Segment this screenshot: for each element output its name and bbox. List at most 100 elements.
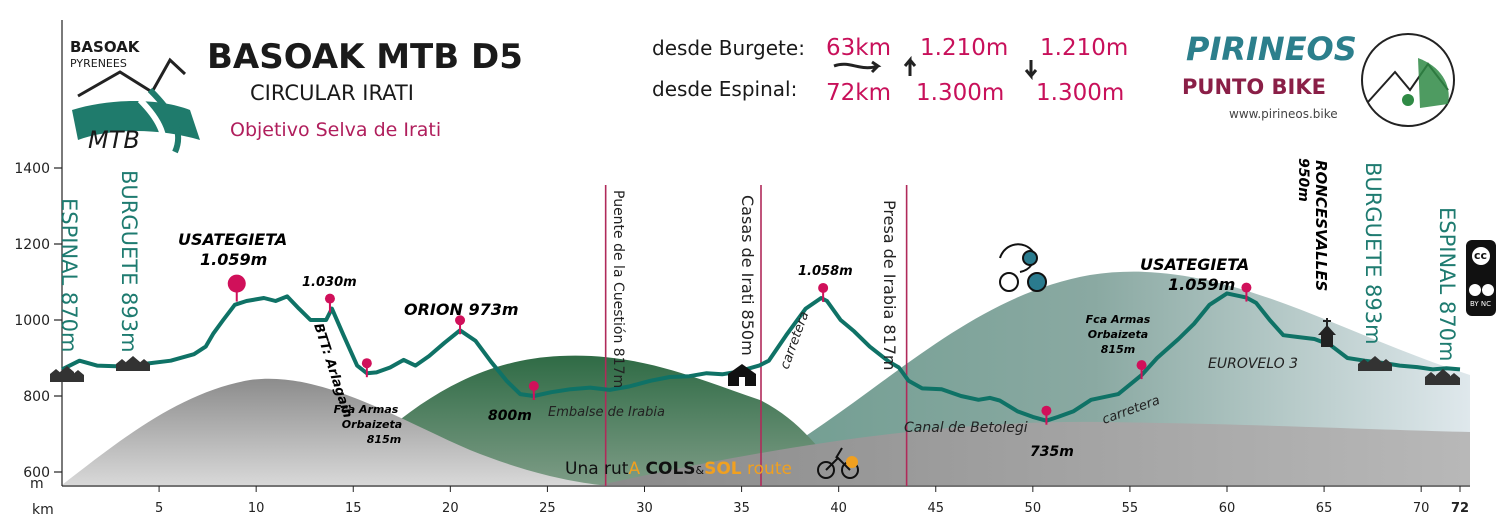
location-dividers: [604, 185, 908, 486]
route-footer-part: SOL: [704, 459, 742, 479]
village-icon-espinal-right: [1425, 369, 1460, 385]
marker-pin: [1136, 360, 1147, 371]
peak-name-usategieta-2: USATEGIETA: [1140, 255, 1249, 274]
y-tick-label: 1200: [14, 237, 50, 253]
route-footer-part: COLS: [646, 459, 696, 479]
x-tick-label: 20: [442, 501, 459, 516]
distance-icon: [833, 60, 882, 74]
stat-descent-burgete: 1.210m: [1040, 35, 1128, 61]
peak-alt-1058: 1.058m: [798, 264, 853, 279]
stat-label-burgete: desde Burgete:: [652, 36, 805, 60]
carretera-label-2: carretera: [1100, 393, 1162, 428]
marker-pin: [361, 358, 372, 369]
y-tick-label: 1000: [14, 313, 50, 329]
cyclist-icon-top: [999, 243, 1047, 292]
marker-pin: [528, 381, 539, 391]
marker-pin: [1241, 282, 1252, 293]
cc-license-bottom: BY NC: [1470, 300, 1491, 308]
stat-ascent-espinal: 1.300m: [916, 80, 1004, 106]
peak-alt-usategieta-1: 1.059m: [200, 250, 267, 269]
peak-orion-name: ORION: [404, 300, 463, 319]
peak-alt-usategieta-2: 1.059m: [1168, 275, 1235, 294]
route-footer-part: route: [742, 459, 792, 479]
fca-label-2-line2: Orbaizeta: [1088, 328, 1148, 341]
x-tick-label: 5: [155, 501, 163, 516]
brand-punto-bike: PUNTO BIKE: [1182, 75, 1326, 99]
canal-betolegi-label: Canal de Betolegi: [904, 420, 1028, 436]
pirineos-logo-icon: [1361, 33, 1455, 127]
x-tick-label: 50: [1025, 501, 1042, 516]
cc-license-top: cc: [1474, 249, 1487, 262]
cc-license-icon: [1466, 240, 1496, 316]
axes: 600 800 1000 1200 1400 m km 5 10 15 20 25 30 35 40 45 50…: [14, 20, 1470, 518]
x-tick-label: 15: [345, 501, 362, 516]
roncesvalles-alt-label: 950m: [1295, 158, 1311, 202]
btt-arlagain-label: BTT: Arlagain: [310, 322, 355, 420]
town-label-espinal-right: ESPINAL 870m: [1435, 207, 1459, 361]
peak-alt-1030: 1.030m: [302, 275, 357, 290]
stat-ascent-burgete: 1.210m: [920, 35, 1008, 61]
marker-pin: [818, 282, 829, 293]
x-tick-label: 40: [830, 501, 847, 516]
ascent-icon: [903, 55, 917, 76]
peak-name-orion: ORION 973m: [404, 300, 519, 319]
profile-line: [61, 291, 1461, 423]
objective-text: Objetivo Selva de Irati: [230, 119, 441, 141]
x-tick-label: 70: [1413, 501, 1430, 516]
x-axis-label: km: [32, 502, 54, 518]
y-tick-label: 800: [23, 389, 50, 405]
logo-basoak-text: BASOAK: [70, 38, 141, 56]
hill-grey-left: [62, 378, 600, 485]
divider-label-casas: Casas de Irati 850m: [738, 195, 757, 356]
embalse-label: Embalse de Irabia: [548, 405, 665, 420]
page-title: BASOAK MTB D5: [207, 37, 523, 77]
route-footer-part: &: [696, 464, 705, 477]
marker-pin: [455, 315, 466, 326]
peak-orion-alt: 973m: [468, 300, 518, 319]
brand-pirineos: PIRINEOS: [1186, 30, 1357, 68]
fca-label-1-line1: Fca Armas: [334, 403, 399, 416]
x-tick-label: 55: [1122, 501, 1139, 516]
low-alt-800: 800m: [488, 408, 532, 424]
fca-label-1-line2: Orbaizeta: [342, 418, 402, 431]
route-footer-text: Una rutA COLS&SOL route: [565, 459, 792, 479]
x-tick-label: 30: [636, 501, 653, 516]
basoak-mtb-logo: [72, 57, 200, 171]
village-icon-burguete-right: [1358, 356, 1392, 371]
fca-label-2-line3: 815m: [1101, 343, 1135, 356]
town-label-burguete-left: BURGUETE 893m: [117, 170, 141, 353]
profile-markers: [227, 274, 1252, 425]
brand-url: www.pirineos.bike: [1229, 107, 1338, 121]
descent-icon: [1024, 60, 1038, 81]
church-icon-roncesvalles: [1318, 318, 1336, 347]
fca-label-1-line3: 815m: [367, 433, 401, 446]
marker-pin: [324, 293, 335, 304]
x-tick-label: 35: [733, 501, 750, 516]
marker-pin: [227, 274, 246, 293]
logo-mtb-text: MTB: [88, 126, 140, 154]
cyclist-icon-bottom: [817, 447, 859, 479]
roncesvalles-label: RONCESVALLES: [1312, 160, 1330, 291]
eurovelo-label: EUROVELO 3: [1208, 356, 1298, 372]
stat-descent-espinal: 1.300m: [1036, 80, 1124, 106]
logo-pyrenees-text: PYRENEES: [70, 57, 127, 70]
x-tick-label: 45: [927, 501, 944, 516]
peak-name-usategieta-1: USATEGIETA: [178, 230, 287, 249]
y-tick-label: 1400: [14, 161, 50, 177]
divider-label-presa: Presa de Irabia 817m: [880, 200, 899, 370]
route-footer-part: A: [628, 459, 645, 479]
divider-label-puente: Puente de la Cuestión 817m: [610, 190, 626, 388]
low-alt-735: 735m: [1030, 444, 1074, 460]
fca-label-2-line1: Fca Armas: [1086, 313, 1151, 326]
marker-pin: [1041, 405, 1052, 416]
route-footer-part: Una rut: [565, 459, 629, 479]
house-icon-casas-irati: [728, 364, 756, 386]
village-icon-espinal-left: [50, 366, 84, 382]
town-label-burguete-right: BURGUETE 893m: [1361, 162, 1385, 345]
x-tick-label: 60: [1219, 501, 1236, 516]
stat-label-espinal: desde Espinal:: [652, 77, 797, 101]
x-tick-label: 10: [248, 501, 265, 516]
